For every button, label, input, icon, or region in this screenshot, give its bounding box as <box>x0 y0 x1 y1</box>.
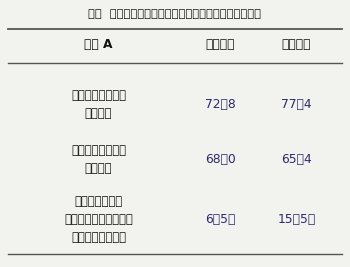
Text: 15．5％: 15．5％ <box>278 213 316 226</box>
Text: 77．4: 77．4 <box>281 98 312 111</box>
Text: 72．8: 72．8 <box>205 98 236 111</box>
Text: Ｙクラス: Ｙクラス <box>282 38 311 52</box>
Text: Ｘクラス: Ｘクラス <box>205 38 235 52</box>
Text: 65．4: 65．4 <box>281 154 312 166</box>
Text: 表１  平均点と減少率（すべて小数点第２位以下切捨）: 表１ 平均点と減少率（すべて小数点第２位以下切捨） <box>89 9 261 19</box>
Text: 中間テストから
期末テストにかけての
　平均点の減少率: 中間テストから 期末テストにかけての 平均点の減少率 <box>64 195 133 244</box>
Text: １学期中間テスト
　平均点: １学期中間テスト 平均点 <box>71 89 126 120</box>
Text: １学期期末テスト
　平均点: １学期期末テスト 平均点 <box>71 144 126 175</box>
Text: 数学 A: 数学 A <box>84 38 113 52</box>
Text: 68．0: 68．0 <box>205 154 236 166</box>
Text: 6．5％: 6．5％ <box>205 213 235 226</box>
